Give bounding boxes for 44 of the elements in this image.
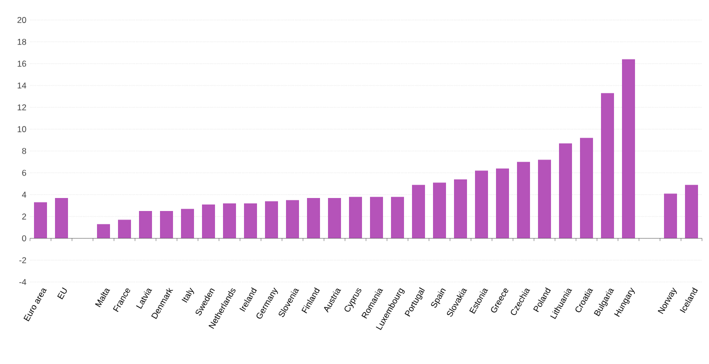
bar xyxy=(286,200,300,238)
y-tick-label: 14 xyxy=(18,82,26,88)
y-tick-label: 2 xyxy=(22,214,26,220)
bar xyxy=(475,170,488,238)
bar xyxy=(433,182,446,238)
bar xyxy=(559,143,572,238)
bar xyxy=(391,196,404,238)
bar xyxy=(223,203,236,238)
bar xyxy=(412,184,426,238)
bar xyxy=(55,198,68,238)
y-tick-label: 18 xyxy=(18,38,26,45)
y-tick-label: -4 xyxy=(19,279,26,285)
bar xyxy=(349,196,362,238)
bar xyxy=(118,220,131,238)
bar xyxy=(265,201,278,238)
bar xyxy=(601,93,614,238)
y-tick-label: 8 xyxy=(22,148,26,154)
bar xyxy=(328,198,342,238)
y-tick-label: 20 xyxy=(17,17,26,23)
bar xyxy=(370,196,384,238)
bar xyxy=(307,198,320,238)
bar xyxy=(538,160,552,238)
bar xyxy=(454,179,468,238)
bar xyxy=(664,194,678,238)
y-tick-label: 6 xyxy=(22,170,26,176)
bar xyxy=(139,211,152,238)
bar xyxy=(34,202,47,238)
bar xyxy=(160,211,174,238)
bar xyxy=(244,203,258,238)
y-tick-label: -2 xyxy=(19,257,26,264)
y-tick-label: 4 xyxy=(22,192,26,198)
bar xyxy=(181,208,194,238)
y-tick-label: 0 xyxy=(22,235,26,242)
bar xyxy=(622,59,636,238)
x-tick-label: EU xyxy=(57,287,67,300)
bar xyxy=(685,184,698,238)
bar xyxy=(496,168,510,238)
y-tick-label: 10 xyxy=(18,126,26,132)
bar xyxy=(517,162,530,238)
y-tick-label: 16 xyxy=(18,60,26,67)
bar xyxy=(97,224,110,238)
bar xyxy=(202,204,216,238)
y-tick-label: 12 xyxy=(18,104,26,110)
bar xyxy=(580,138,594,238)
